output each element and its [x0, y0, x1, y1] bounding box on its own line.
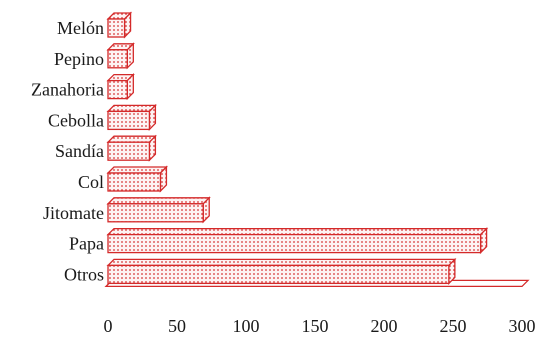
x-tick-label: 0	[104, 316, 113, 336]
category-labels: Melón Pepino Zanahoria Cebolla Sandía Col Jito…	[31, 18, 104, 284]
bar-top-face	[106, 135, 157, 143]
category-label: Pepino	[54, 49, 104, 69]
bar-front-face	[107, 79, 128, 100]
category-label: Sandía	[55, 141, 104, 161]
bar-front-face	[107, 49, 128, 69]
bar-front-face	[107, 18, 126, 38]
bar	[106, 11, 133, 39]
category-label: Col	[78, 172, 104, 192]
x-tick-label: 50	[168, 316, 186, 336]
bar-top-face	[106, 258, 457, 267]
bar	[106, 227, 489, 255]
category-label: Melón	[57, 18, 104, 38]
category-label: Papa	[69, 234, 104, 254]
bar-top-face	[106, 227, 489, 236]
bar	[106, 134, 157, 162]
bar	[106, 73, 135, 101]
bar	[106, 42, 135, 70]
bar	[106, 165, 169, 193]
category-label: Cebolla	[48, 110, 104, 130]
category-label: Jitomate	[43, 203, 104, 223]
bars-group	[106, 11, 489, 285]
category-label: Otros	[64, 264, 104, 284]
x-axis-tick-labels: 0 50 100 150 200 250 300	[104, 316, 536, 336]
bar-front-face	[107, 172, 162, 192]
bar	[106, 103, 157, 131]
x-tick-label: 100	[233, 316, 260, 336]
bar-front-face	[107, 203, 204, 223]
bar-front-face	[107, 233, 482, 254]
x-tick-label: 200	[371, 316, 398, 336]
bar-top-face	[106, 197, 211, 205]
bar-top-face	[106, 104, 157, 113]
bar-front-face	[107, 110, 151, 131]
category-label: Zanahoria	[31, 80, 104, 100]
bar	[106, 196, 211, 224]
bar-front-face	[107, 141, 151, 161]
bar-top-face	[106, 166, 169, 174]
bar-front-face	[107, 264, 450, 285]
x-tick-label: 250	[440, 316, 467, 336]
bar	[106, 257, 457, 285]
x-tick-label: 150	[302, 316, 329, 336]
x-tick-label: 300	[509, 316, 536, 336]
